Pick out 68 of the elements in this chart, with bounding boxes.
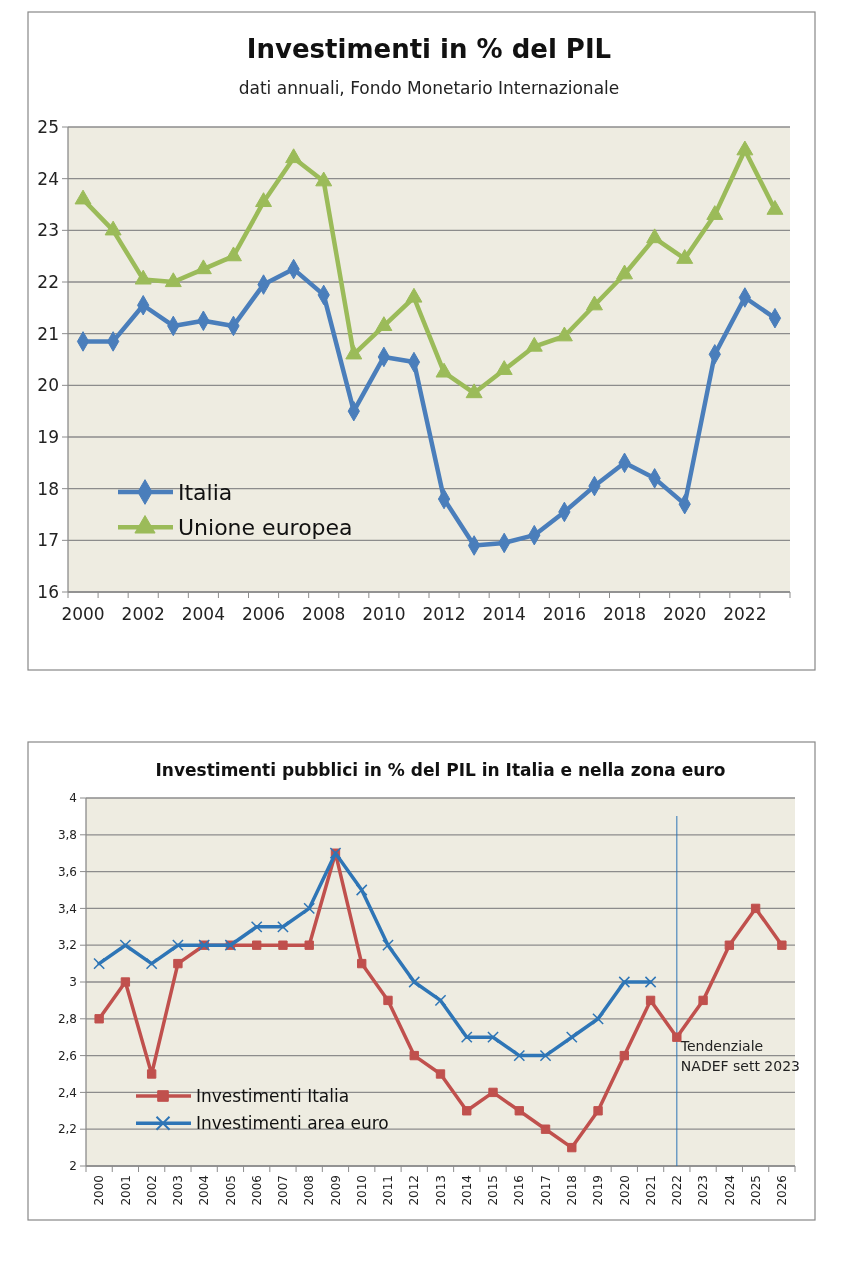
x-tick-label: 2011 <box>381 1175 396 1206</box>
x-tick-label: 2016 <box>542 604 587 624</box>
x-tick-label: 2014 <box>482 604 526 624</box>
x-tick-label: 2006 <box>249 1175 264 1206</box>
x-tick-label: 2026 <box>775 1175 790 1206</box>
x-tick-label: 2000 <box>61 604 105 624</box>
chart-title: Investimenti pubblici in % del PIL in Italia e nella zona euro <box>155 760 726 780</box>
x-tick-label: 2016 <box>512 1175 527 1206</box>
y-tick-label: 2,8 <box>57 1012 77 1026</box>
x-tick-label: 2000 <box>92 1175 107 1206</box>
x-tick-label: 2014 <box>459 1175 474 1206</box>
y-tick-label: 2,6 <box>57 1048 77 1063</box>
y-tick-label: 3,8 <box>57 828 77 842</box>
y-tick-label: 3,4 <box>57 901 77 916</box>
x-tick-label: 2024 <box>722 1175 737 1206</box>
x-tick-label: 2018 <box>602 604 647 624</box>
x-tick-label: 2006 <box>241 604 286 624</box>
y-tick-label: 19 <box>37 426 59 447</box>
y-tick-label: 24 <box>37 168 59 189</box>
x-tick-label: 2005 <box>223 1175 238 1206</box>
y-tick-label: 18 <box>37 478 59 499</box>
chart-subtitle: dati annuali, Fondo Monetario Internazionale <box>238 78 620 98</box>
x-tick-label: 2012 <box>422 604 466 624</box>
x-tick-label: 2003 <box>171 1175 186 1206</box>
y-tick-label: 2,4 <box>57 1085 77 1100</box>
y-tick-label: 3 <box>69 975 77 990</box>
x-tick-label: 2002 <box>144 1175 159 1206</box>
x-tick-label: 2004 <box>197 1175 212 1206</box>
y-tick-label: 3,2 <box>57 938 77 953</box>
legend-label: Investimenti area euro <box>196 1113 389 1134</box>
legend-label: Unione europea <box>178 514 353 540</box>
x-tick-label: 2022 <box>723 604 767 624</box>
x-tick-label: 2013 <box>433 1175 448 1206</box>
y-tick-label: 20 <box>37 375 59 396</box>
x-tick-label: 2012 <box>407 1175 422 1206</box>
y-tick-label: 2 <box>69 1159 77 1174</box>
x-tick-label: 2008 <box>302 1175 317 1206</box>
x-tick-label: 2020 <box>663 604 707 624</box>
x-tick-label: 2007 <box>276 1175 291 1206</box>
x-tick-label: 2002 <box>121 604 165 624</box>
legend-label: Italia <box>178 479 233 505</box>
y-tick-label: 3,6 <box>57 864 77 879</box>
x-tick-label: 2023 <box>696 1175 711 1206</box>
y-tick-label: 22 <box>37 271 59 292</box>
x-tick-label: 2021 <box>643 1175 658 1206</box>
y-tick-label: 16 <box>37 581 59 602</box>
x-tick-label: 2022 <box>670 1175 685 1206</box>
y-tick-label: 21 <box>37 323 59 344</box>
y-tick-label: 25 <box>37 116 59 137</box>
x-tick-label: 2025 <box>748 1175 763 1206</box>
y-tick-label: 4 <box>69 791 77 806</box>
x-tick-label: 2001 <box>118 1175 133 1206</box>
x-tick-label: 2004 <box>181 604 226 624</box>
y-tick-label: 17 <box>37 530 59 551</box>
legend-label: Investimenti Italia <box>196 1085 350 1106</box>
x-tick-label: 2009 <box>328 1175 343 1206</box>
x-tick-label: 2015 <box>486 1175 501 1206</box>
ref-line-label: Tendenziale NADEF sett 2023 <box>679 1038 800 1074</box>
y-tick-label: 23 <box>37 220 59 241</box>
chart-title: Investimenti in % del PIL <box>246 34 612 64</box>
x-tick-label: 2019 <box>591 1175 606 1206</box>
y-tick-label: 2,2 <box>57 1122 77 1137</box>
x-tick-label: 2010 <box>362 604 406 624</box>
x-tick-label: 2010 <box>354 1175 369 1206</box>
x-tick-label: 2017 <box>538 1175 553 1206</box>
x-tick-label: 2008 <box>302 604 346 624</box>
x-tick-label: 2018 <box>565 1175 579 1206</box>
x-tick-label: 2020 <box>617 1175 632 1206</box>
